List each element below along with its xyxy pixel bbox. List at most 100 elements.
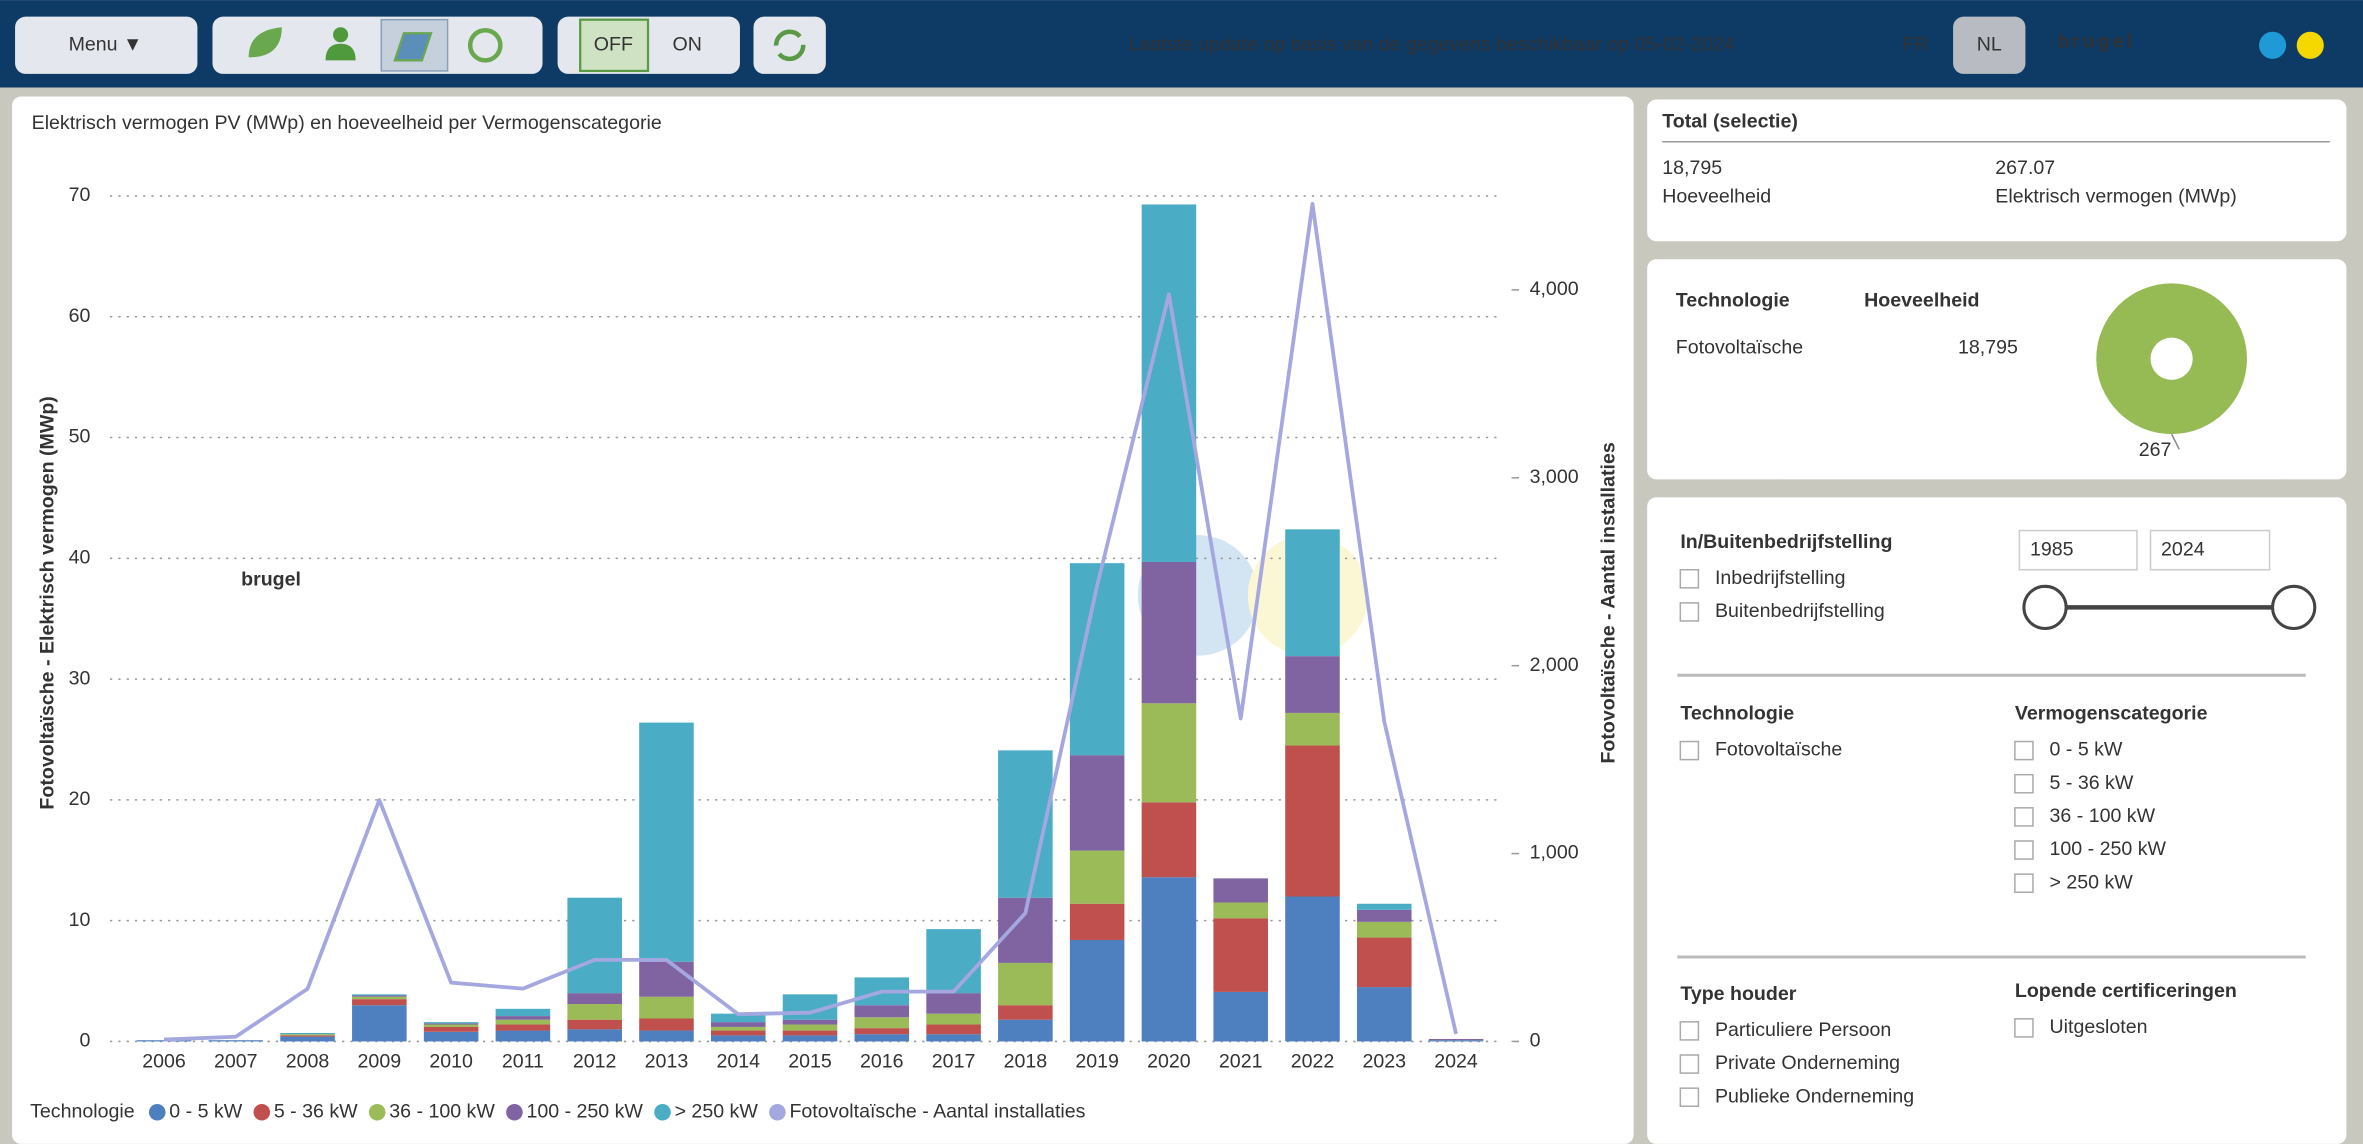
page: Menu ▼OFFONLaatste update op basis van d… (0, 0, 2363, 1144)
legend-marker (769, 1104, 786, 1121)
checkbox[interactable] (1680, 1088, 1698, 1106)
legend-label: 36 - 100 kW (389, 1100, 495, 1122)
y2-tick-label: 0 (1530, 1030, 1541, 1052)
bar-segment (926, 993, 981, 1014)
checkbox-label: Publieke Onderneming (1715, 1085, 1914, 1107)
total-count-label: Hoeveelheid (1662, 186, 1771, 208)
filter-title: In/Buitenbedrijfstelling (1680, 531, 1892, 553)
legend-marker (369, 1104, 386, 1121)
bar-segment (496, 1009, 551, 1016)
slider-handle[interactable] (2273, 586, 2315, 628)
total-power: 267.07 (1995, 157, 2055, 179)
bar-segment (1285, 713, 1340, 746)
x-tick-label: 2016 (860, 1051, 904, 1073)
checkbox[interactable] (2015, 808, 2033, 826)
bar-segment (1142, 802, 1197, 877)
bar-segment (783, 1025, 838, 1031)
bar-segment (783, 1031, 838, 1036)
date-to: 2024 (2161, 538, 2205, 560)
y-tick-label: 0 (80, 1030, 91, 1052)
checkbox[interactable] (1680, 570, 1698, 588)
legend-marker (253, 1104, 270, 1121)
y-tick-label: 70 (69, 184, 91, 206)
bar-segment (711, 1022, 766, 1027)
x-tick-label: 2011 (502, 1051, 544, 1073)
bar-segment (424, 1027, 479, 1032)
bar-segment (1213, 992, 1268, 1042)
bar-segment (639, 723, 694, 962)
x-tick-label: 2020 (1147, 1051, 1191, 1073)
legend-title: Technologie (30, 1100, 135, 1122)
lang-nl[interactable]: NL (1977, 33, 2002, 55)
bar-segment (1285, 529, 1340, 656)
bar-segment (998, 1020, 1053, 1042)
y2-tick-label: 2,000 (1530, 654, 1579, 676)
bar-segment (424, 1032, 479, 1042)
bar-segment (639, 1018, 694, 1030)
checkbox-label: 5 - 36 kW (2050, 772, 2134, 794)
bar-segment (352, 997, 407, 999)
bar-segment (926, 1014, 981, 1025)
bar-segment (496, 1031, 551, 1042)
bar-segment (1213, 878, 1268, 902)
bar-segment (1070, 940, 1125, 1041)
bar-segment (711, 1027, 766, 1031)
bar-segment (711, 1031, 766, 1036)
bar-segment (352, 1005, 407, 1041)
table-cell: Fotovoltaïsche (1676, 336, 1803, 358)
checkbox-label: Fotovoltaïsche (1715, 739, 1842, 761)
bar-segment (280, 1037, 335, 1042)
toggle-off: OFF (594, 33, 633, 55)
checkbox-label: Uitgesloten (2050, 1016, 2148, 1038)
bar-segment (855, 1017, 910, 1028)
filter-panel (1647, 497, 2346, 1144)
watermark: brugel (241, 568, 301, 590)
x-tick-label: 2009 (358, 1051, 402, 1073)
table-cell: 18,795 (1958, 336, 2018, 358)
bar-segment (1142, 703, 1197, 802)
checkbox[interactable] (2015, 742, 2033, 760)
checkbox[interactable] (1680, 742, 1698, 760)
bar-segment (1357, 938, 1412, 988)
checkbox[interactable] (1680, 1055, 1698, 1073)
bar-segment (1285, 746, 1340, 897)
filter-title: Vermogenscategorie (2015, 703, 2208, 725)
checkbox[interactable] (1680, 1022, 1698, 1040)
bar-segment (424, 1025, 479, 1027)
y-tick-label: 40 (69, 547, 91, 569)
checkbox-label: 0 - 5 kW (2050, 739, 2123, 761)
bar-segment (567, 898, 622, 993)
checkbox[interactable] (2015, 775, 2033, 793)
legend-marker (506, 1104, 523, 1121)
legend-label: 0 - 5 kW (169, 1100, 242, 1122)
bar-segment (567, 1029, 622, 1041)
slider-handle[interactable] (2024, 586, 2066, 628)
bar-segment (1213, 903, 1268, 919)
x-tick-label: 2022 (1291, 1051, 1335, 1073)
bar-segment (567, 1020, 622, 1030)
checkbox[interactable] (2015, 874, 2033, 892)
bar-segment (855, 1034, 910, 1041)
y2-tick-label: 1,000 (1530, 842, 1579, 864)
x-tick-label: 2008 (286, 1051, 330, 1073)
bar-segment (711, 1035, 766, 1041)
checkbox[interactable] (2015, 841, 2033, 859)
legend-marker (654, 1104, 671, 1121)
legend-label: 5 - 36 kW (274, 1100, 358, 1122)
bar-segment (280, 1035, 335, 1036)
filter-title: Type houder (1680, 983, 1796, 1005)
bar-segment (1070, 755, 1125, 850)
bar-segment (926, 929, 981, 993)
x-tick-label: 2007 (214, 1051, 258, 1073)
bar-segment (496, 1016, 551, 1020)
x-tick-label: 2015 (788, 1051, 832, 1073)
refresh-button[interactable] (754, 17, 826, 74)
filter-title: Technologie (1680, 703, 1794, 725)
toggle-on: ON (673, 33, 702, 55)
y2-tick-label: 4,000 (1530, 278, 1579, 300)
checkbox[interactable] (2015, 1019, 2033, 1037)
lang-fr[interactable]: FR (1902, 33, 1928, 55)
checkbox[interactable] (1680, 603, 1698, 621)
table-header: Technologie (1676, 290, 1790, 312)
person-icon-head[interactable] (333, 27, 348, 42)
